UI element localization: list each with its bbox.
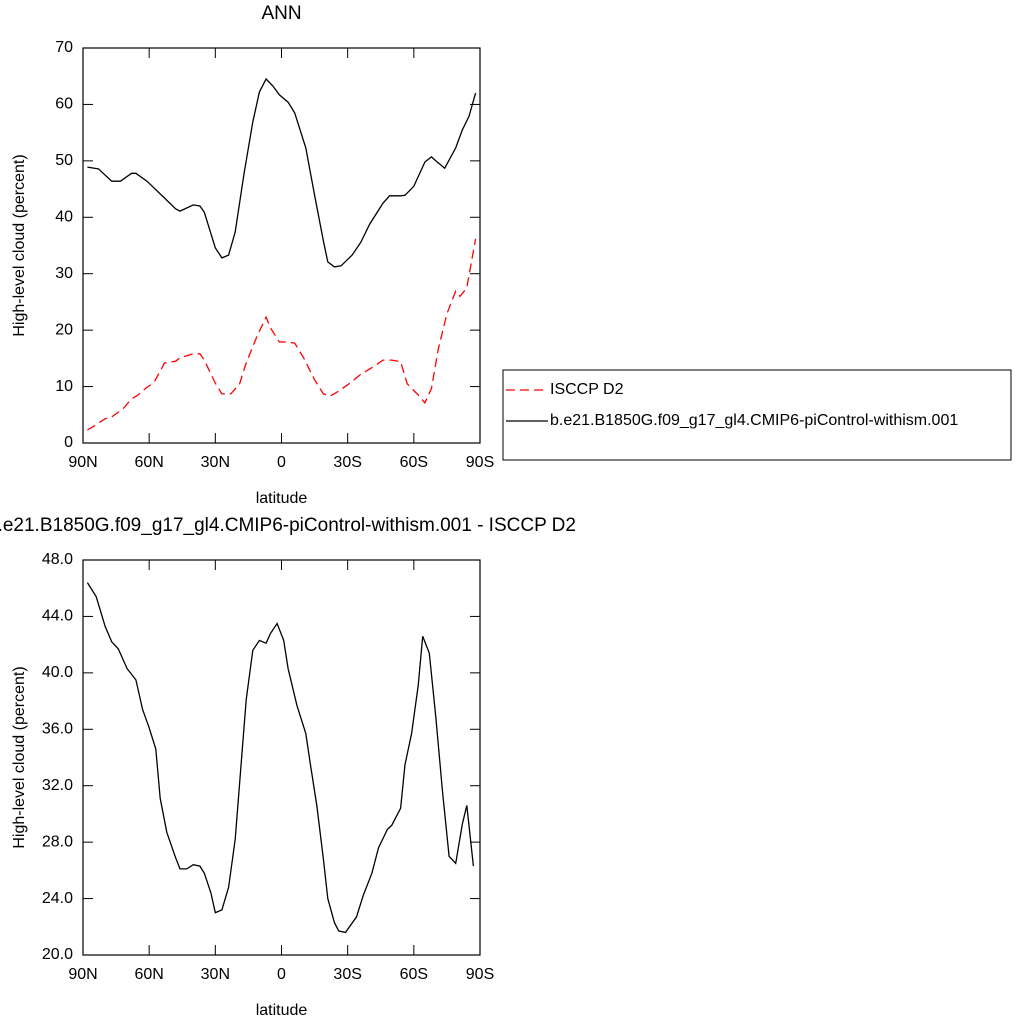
y-tick-label: 50 bbox=[55, 152, 73, 169]
y-tick-label: 40 bbox=[55, 209, 73, 226]
y-axis-label: High-level cloud (percent) bbox=[11, 154, 28, 336]
legend-label: ISCCP D2 bbox=[550, 381, 624, 398]
x-tick-label: 30S bbox=[333, 966, 361, 983]
y-tick-label: 48.0 bbox=[42, 551, 73, 568]
y-tick-label: 44.0 bbox=[42, 608, 73, 625]
y-tick-label: 24.0 bbox=[42, 890, 73, 907]
y-tick-label: 20 bbox=[55, 321, 73, 338]
y-tick-label: 40.0 bbox=[42, 664, 73, 681]
x-tick-label: 90N bbox=[68, 966, 97, 983]
x-tick-label: 60S bbox=[400, 966, 428, 983]
x-tick-label: 60N bbox=[134, 454, 163, 471]
data-line bbox=[87, 77, 477, 268]
y-tick-label: 36.0 bbox=[42, 721, 73, 738]
x-tick-label: 30N bbox=[201, 966, 230, 983]
y-tick-label: 32.0 bbox=[42, 777, 73, 794]
y-tick-label: 70 bbox=[55, 39, 73, 56]
x-tick-label: 90S bbox=[466, 454, 494, 471]
plot-frame bbox=[82, 47, 481, 444]
y-tick-label: 10 bbox=[55, 378, 73, 395]
chart-title: b.e21.B1850G.f09_g17_gl4.CMIP6-piControl… bbox=[0, 515, 576, 536]
x-tick-label: 90S bbox=[466, 966, 494, 983]
x-axis-label: latitude bbox=[256, 1002, 308, 1019]
y-tick-label: 0 bbox=[64, 434, 73, 451]
plot-frame bbox=[82, 559, 481, 956]
chart-title: ANN bbox=[261, 3, 301, 24]
x-tick-label: 0 bbox=[277, 966, 286, 983]
y-axis-label: High-level cloud (percent) bbox=[11, 666, 28, 848]
x-tick-label: 0 bbox=[277, 454, 286, 471]
y-tick-label: 28.0 bbox=[42, 833, 73, 850]
x-axis-label: latitude bbox=[256, 490, 308, 507]
y-tick-label: 60 bbox=[55, 96, 73, 113]
x-tick-label: 90N bbox=[68, 454, 97, 471]
y-tick-label: 20.0 bbox=[42, 946, 73, 963]
y-tick-label: 30 bbox=[55, 265, 73, 282]
data-line bbox=[86, 582, 475, 934]
x-tick-label: 30N bbox=[201, 454, 230, 471]
legend-label: b.e21.B1850G.f09_g17_gl4.CMIP6-piControl… bbox=[550, 412, 958, 429]
x-tick-label: 30S bbox=[333, 454, 361, 471]
legend-box bbox=[502, 369, 1012, 461]
x-tick-label: 60S bbox=[400, 454, 428, 471]
x-tick-label: 60N bbox=[134, 966, 163, 983]
data-line bbox=[87, 238, 477, 431]
